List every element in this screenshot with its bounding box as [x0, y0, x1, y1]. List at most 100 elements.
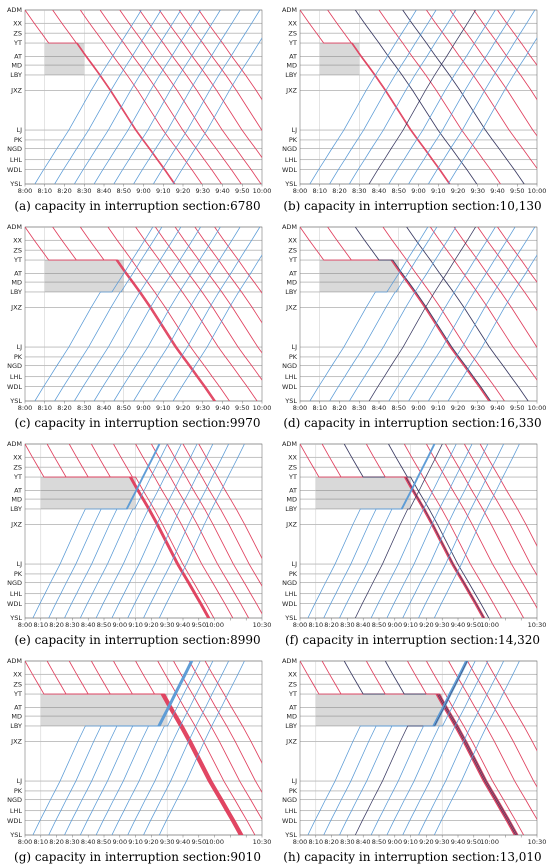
station-label: ZS — [13, 29, 22, 37]
up-train-path — [143, 444, 229, 618]
down-train-path — [198, 10, 262, 101]
station-label: JXZ — [10, 738, 22, 746]
down-train-path — [25, 227, 215, 401]
x-tick-label: 8:50 — [391, 404, 406, 412]
up-train-path — [402, 444, 489, 618]
plot-frame — [24, 226, 263, 402]
station-label: PK — [289, 570, 298, 578]
up-train-path — [113, 227, 221, 401]
station-label: AT — [289, 486, 297, 494]
down-train-path — [382, 227, 505, 401]
panel-caption: (c) capacity in interruption section:997… — [14, 416, 261, 430]
x-tick-label: 8:00 — [18, 404, 33, 412]
station-label: LJ — [16, 560, 22, 568]
x-tick-label: 10:30 — [528, 838, 547, 846]
down-train-path — [300, 227, 490, 401]
down-train-path — [79, 10, 203, 184]
up-train-path — [153, 227, 261, 401]
station-label: ZS — [288, 29, 297, 37]
up-train-path — [329, 10, 437, 184]
x-tick-label: 8:30 — [65, 621, 80, 629]
down-train-path — [300, 10, 450, 184]
station-label: AT — [14, 703, 22, 711]
train-paths — [300, 661, 537, 835]
up-train-path — [349, 10, 457, 184]
station-label: LBY — [285, 722, 297, 730]
down-train-path — [194, 227, 262, 324]
station-label: LBY — [10, 722, 22, 730]
x-tick-label: 10:00 — [480, 838, 499, 846]
station-label: YSL — [9, 614, 22, 622]
station-label: LHL — [10, 373, 23, 381]
x-tick-label: 8:10 — [312, 187, 327, 195]
x-tick-label: 8:10 — [33, 838, 48, 846]
station-label: LHL — [285, 156, 298, 164]
station-label: MD — [286, 278, 297, 286]
x-tick-label: 8:20 — [49, 621, 64, 629]
station-label: NGD — [282, 796, 297, 804]
interruption-area — [44, 43, 85, 75]
x-tick-label: 8:20 — [332, 187, 347, 195]
station-label: LJ — [16, 126, 22, 134]
down-train-path — [426, 444, 524, 618]
down-train-path — [157, 661, 256, 835]
up-train-path — [370, 661, 469, 835]
x-tick-label: 8:10 — [308, 838, 323, 846]
station-label: ZS — [288, 246, 297, 254]
x-tick-label: 9:40 — [451, 838, 466, 846]
station-label: PK — [14, 787, 23, 795]
x-tick-label: 10:00 — [528, 404, 547, 412]
down-train-path — [113, 661, 243, 835]
x-tick-label: 9:00 — [136, 187, 151, 195]
up-train-path — [307, 661, 466, 835]
up-train-path — [111, 444, 198, 618]
up-train-path — [127, 661, 214, 835]
station-label: YSL — [9, 397, 22, 405]
panel-caption: (d) capacity in interruption section:16,… — [283, 416, 542, 430]
up-train-path — [370, 444, 457, 618]
down-train-path — [402, 10, 525, 184]
up-train-path — [74, 10, 182, 184]
station-label: PK — [289, 787, 298, 795]
up-train-path — [428, 10, 536, 184]
down-train-path — [426, 661, 524, 835]
station-label: ADM — [282, 223, 297, 231]
down-train-path — [90, 444, 211, 618]
up-train-path — [64, 444, 161, 618]
up-train-path — [418, 661, 504, 835]
down-train-path — [403, 444, 502, 618]
down-train-path — [497, 227, 537, 283]
up-train-path — [74, 227, 182, 401]
station-label: NGD — [7, 145, 22, 153]
x-tick-label: 9:20 — [419, 621, 434, 629]
down-train-path — [173, 661, 262, 821]
up-train-path — [447, 254, 537, 401]
x-tick-label: 9:20 — [176, 187, 191, 195]
x-tick-label: 9:00 — [387, 621, 402, 629]
up-train-path — [113, 10, 221, 184]
x-tick-label: 8:30 — [352, 187, 367, 195]
station-label: XX — [288, 670, 297, 678]
x-tick-label: 8:00 — [18, 621, 33, 629]
x-tick-label: 8:00 — [18, 838, 33, 846]
station-label: NGD — [282, 362, 297, 370]
plot-frame — [299, 443, 538, 619]
interruption-area — [40, 477, 136, 509]
up-train-path — [428, 227, 536, 401]
down-train-path — [214, 227, 262, 294]
x-tick-label: 8:30 — [65, 838, 80, 846]
up-train-path — [153, 10, 261, 184]
down-train-path — [113, 444, 215, 618]
down-train-path — [25, 10, 175, 184]
up-train-path — [143, 661, 229, 835]
station-label: LHL — [10, 156, 23, 164]
station-label: JXZ — [10, 304, 22, 312]
x-tick-label: 9:50 — [510, 187, 525, 195]
station-label: LBY — [10, 288, 22, 296]
station-label: YSL — [284, 614, 297, 622]
x-tick-label: 9:00 — [136, 404, 151, 412]
up-train-path — [79, 444, 168, 618]
x-tick-label: 10:30 — [528, 621, 547, 629]
x-tick-label: 8:50 — [116, 187, 131, 195]
down-train-path — [99, 10, 222, 184]
